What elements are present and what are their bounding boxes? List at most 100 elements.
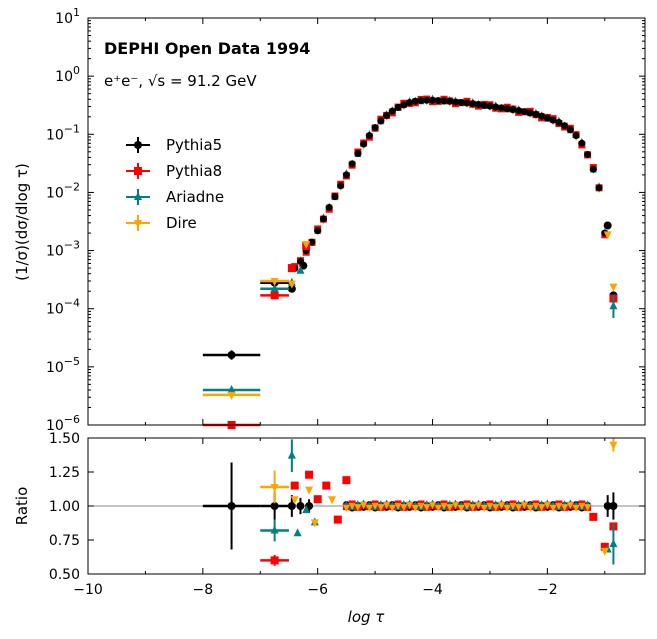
legend-label-dire: Dire [166, 214, 197, 232]
ratio-point-dire [388, 504, 396, 512]
data-point-pythia5 [603, 221, 612, 230]
data-point-pythia5 [584, 150, 592, 158]
data-point-pythia5 [526, 109, 534, 117]
ratio-point-dire [538, 504, 546, 512]
data-point-pythia5 [406, 99, 414, 107]
ratio-point-dire [457, 504, 465, 512]
ratio-point-pythia5 [609, 502, 618, 510]
ratio-point-dire [423, 504, 431, 512]
ratio-point-dire [354, 504, 362, 512]
ratio-data-marks [202, 438, 618, 566]
ratio-point-dire [469, 504, 477, 512]
ratio-point-ariadne [293, 528, 302, 537]
ratio-point-dire [417, 502, 425, 510]
y-tick-label: 10−6 [46, 413, 80, 434]
data-point-pythia5 [325, 204, 333, 212]
x-tick-label: −2 [537, 582, 558, 598]
data-point-pythia5 [572, 132, 580, 140]
data-point-pythia8 [287, 264, 296, 273]
ratio-point-ariadne [270, 525, 279, 534]
ratio-point-dire [543, 502, 551, 510]
ratio-point-dire [290, 496, 299, 505]
data-point-dire [603, 231, 612, 240]
ratio-point-dire [305, 486, 314, 495]
ratio-point-dire [411, 504, 419, 512]
ratio-point-dire [406, 502, 414, 510]
data-point-pythia5 [515, 107, 523, 115]
data-point-pythia5 [360, 140, 368, 148]
x-tick-label: −6 [307, 582, 328, 598]
ratio-point-dire [365, 504, 373, 512]
ratio-point-dire [434, 504, 442, 512]
ratio-point-ariadne [302, 505, 311, 514]
ratio-point-pythia5 [270, 502, 279, 510]
data-point-pythia5 [348, 160, 356, 168]
main-data-marks [202, 94, 618, 429]
data-point-dire [302, 240, 311, 249]
data-point-pythia5 [474, 101, 482, 109]
legend-label-pythia8: Pythia8 [166, 162, 222, 180]
ratio-y-ticks: 0.50 0.75 1.00 1.25 1.50 [49, 431, 645, 583]
data-point-pythia5 [589, 165, 597, 173]
main-y-axis-label: (1/σ)(dσ/dlog τ) [13, 163, 31, 281]
y-tick-label: 1.50 [49, 431, 80, 447]
ratio-point-dire [377, 504, 385, 512]
data-point-pythia5 [440, 97, 448, 105]
y-tick-label: 100 [55, 64, 80, 85]
x-tick-label: −8 [193, 582, 214, 598]
main-y-ticks: 101 100 10−1 10−2 10−3 10−4 10−5 10−6 [46, 6, 645, 434]
ratio-point-dire [440, 502, 448, 510]
legend-label-pythia5: Pythia5 [166, 136, 222, 154]
x-axis-label: log τ [348, 608, 386, 626]
ratio-point-dire [394, 502, 402, 510]
data-point-pythia5 [509, 106, 517, 114]
data-point-pythia5 [319, 215, 327, 223]
data-point-pythia5 [561, 122, 569, 130]
ratio-point-dire [584, 504, 592, 512]
ratio-point-pythia8 [313, 495, 322, 504]
data-point-pythia5 [469, 100, 477, 108]
y-tick-label: 10−1 [46, 122, 80, 143]
ratio-point-dire [480, 504, 488, 512]
ratio-point-pythia8 [589, 512, 598, 521]
y-tick-label: 10−5 [46, 355, 80, 376]
y-tick-label: 1.25 [49, 465, 80, 481]
legend-marker-dire [134, 220, 142, 228]
data-point-pythia5 [314, 227, 322, 235]
ratio-point-pythia8 [342, 476, 351, 485]
data-point-pythia5 [538, 112, 546, 120]
ratio-point-pythia8 [333, 515, 342, 524]
ratio-point-dire [520, 502, 528, 510]
ratio-point-dire [383, 502, 391, 510]
data-point-dire [270, 277, 279, 286]
chart-subtitle: e⁺e⁻, √s = 91.2 GeV [104, 72, 257, 90]
ratio-point-pythia5 [227, 502, 236, 510]
ratio-point-dire [572, 504, 580, 512]
y-tick-label: 0.50 [49, 567, 80, 583]
data-point-pythia5 [595, 184, 603, 192]
ratio-point-dire [429, 502, 437, 510]
ratio-point-dire [328, 496, 337, 505]
data-point-pythia5 [434, 97, 442, 105]
data-point-pythia5 [388, 107, 396, 115]
ratio-point-dire [474, 502, 482, 510]
ratio-point-dire [515, 504, 523, 512]
data-point-dire [227, 391, 236, 400]
ratio-point-dire [492, 504, 500, 512]
ratio-point-pythia8 [290, 481, 299, 490]
data-point-pythia5 [549, 116, 557, 124]
ratio-point-pythia8 [270, 556, 279, 565]
data-point-pythia5 [543, 114, 551, 122]
main-x-ticks [87, 18, 606, 425]
data-point-pythia5 [446, 97, 454, 105]
ratio-point-dire [509, 502, 517, 510]
data-point-pythia5 [503, 105, 511, 113]
ratio-point-dire [566, 502, 574, 510]
ratio-point-ariadne [609, 539, 618, 548]
ratio-point-pythia8 [322, 481, 331, 490]
data-point-pythia5 [423, 96, 431, 104]
ratio-point-dire [578, 502, 586, 510]
data-point-pythia5 [342, 171, 350, 179]
ratio-point-dire [526, 504, 534, 512]
y-tick-label: 10−2 [46, 180, 80, 201]
